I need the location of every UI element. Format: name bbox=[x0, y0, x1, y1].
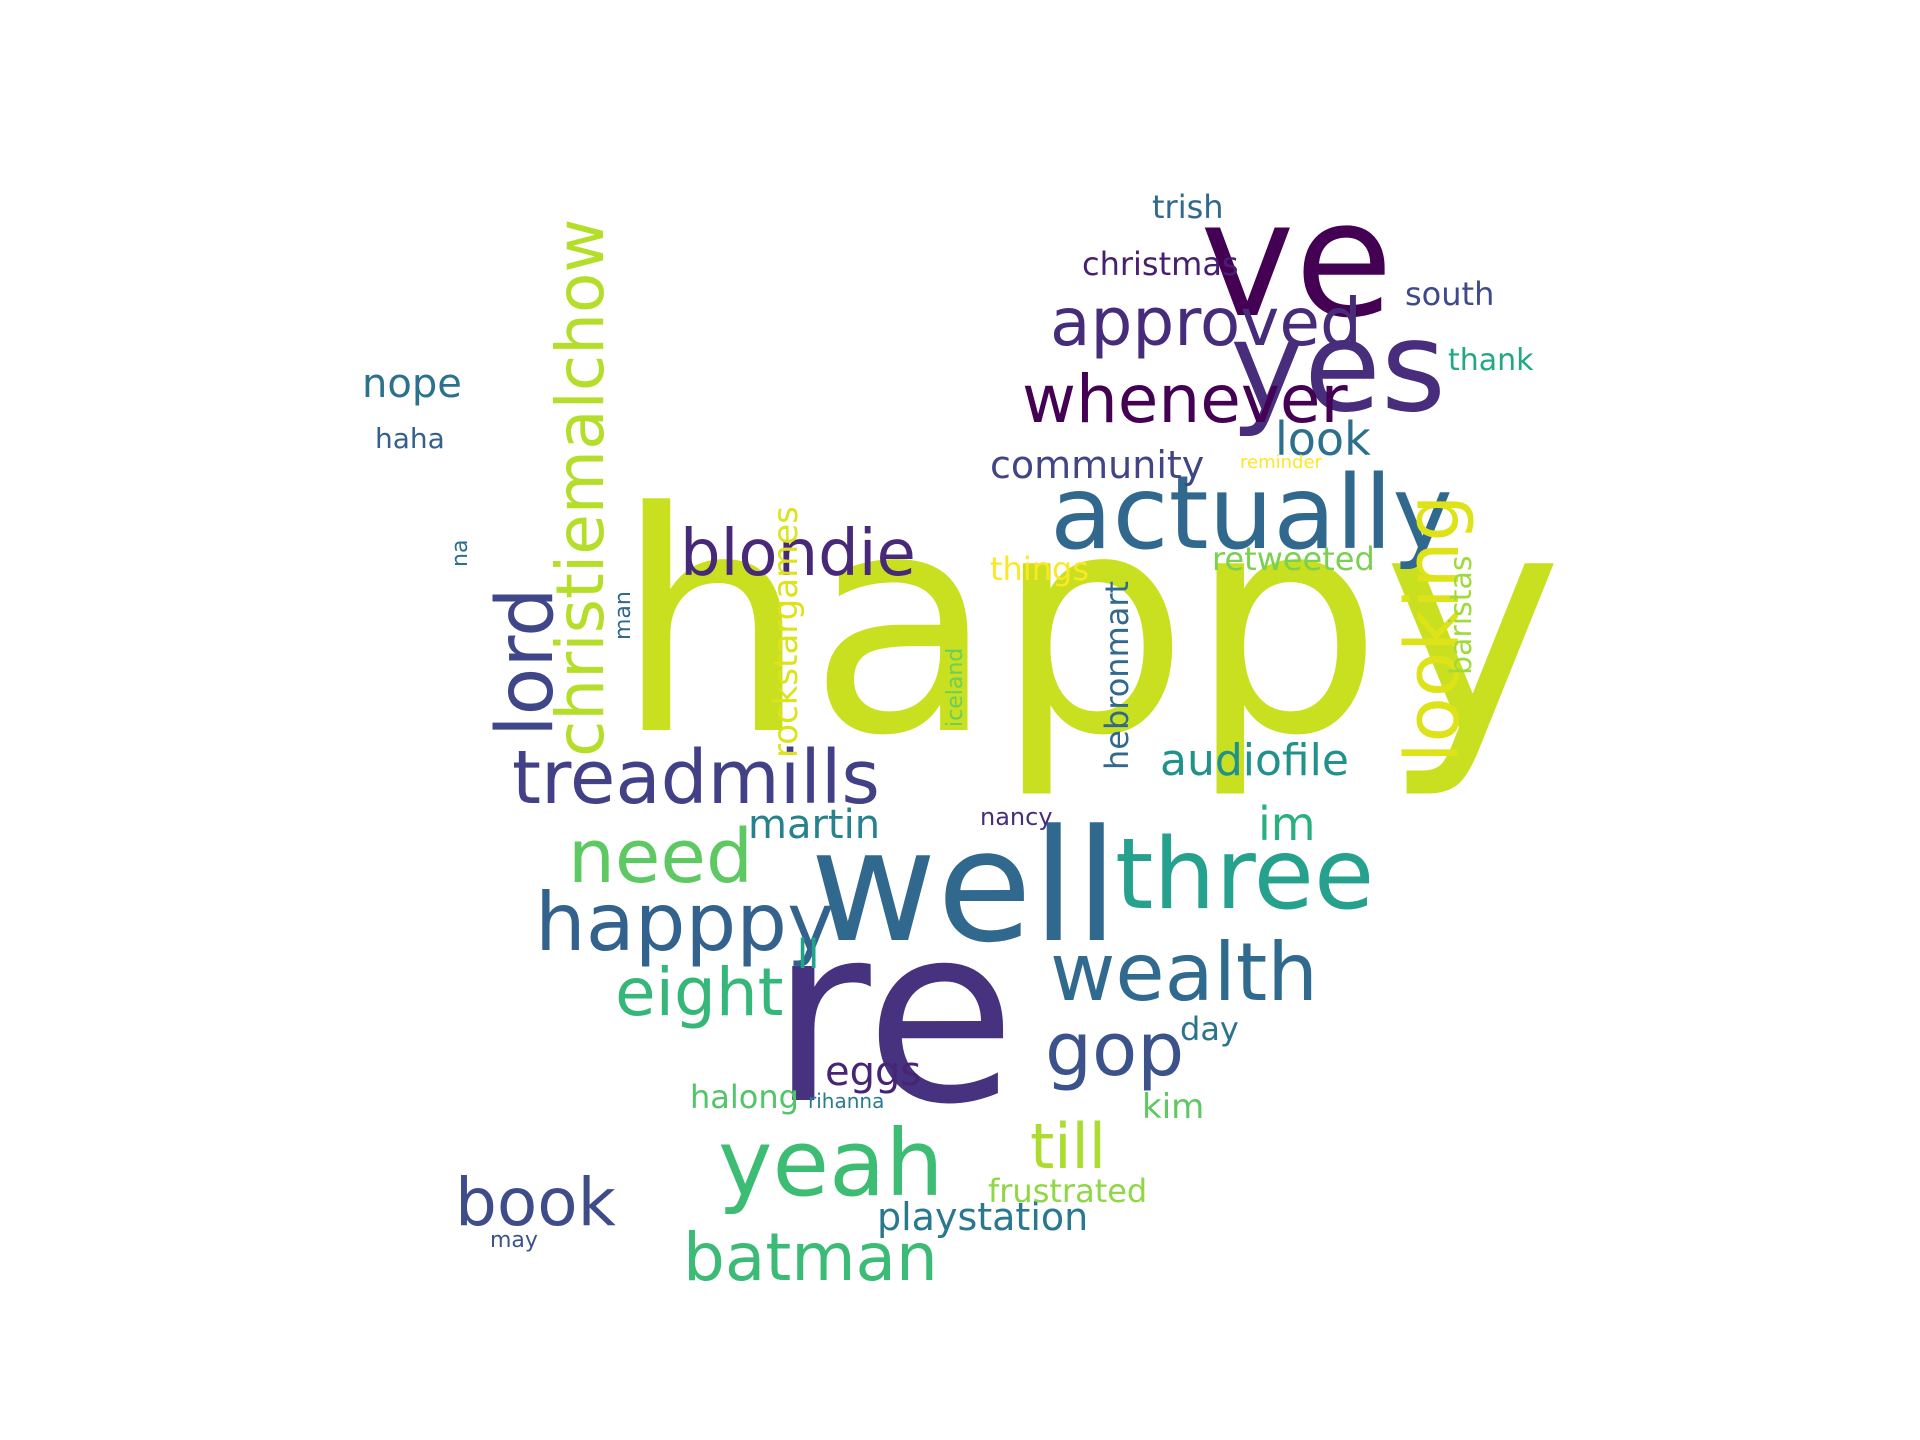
word-eight: whenever bbox=[1022, 361, 1349, 438]
word-christmas: ll bbox=[797, 932, 819, 978]
word-gop: gop bbox=[1045, 1007, 1184, 1093]
word-man: rihanna bbox=[808, 1089, 884, 1113]
word-happpy: happpy bbox=[535, 876, 834, 969]
word-actually: actually bbox=[1050, 454, 1453, 573]
word-three: three bbox=[1115, 818, 1374, 932]
word-book: approved bbox=[1050, 284, 1362, 361]
word-yes: yes bbox=[1230, 295, 1446, 440]
word-cloud-words: happy re ve well yes actually three yeah… bbox=[362, 166, 1563, 1296]
word-may: halong bbox=[690, 1078, 799, 1116]
word-ll: looking bbox=[1390, 495, 1476, 763]
word-batman: book bbox=[455, 1164, 617, 1241]
word-im: till bbox=[1030, 1110, 1106, 1183]
word-whenever: blondie bbox=[680, 517, 916, 591]
word-ve: ve bbox=[1200, 166, 1393, 353]
word-na: reminder bbox=[1240, 452, 1323, 473]
word-rockstargames: may bbox=[490, 1228, 538, 1253]
word-martin: im bbox=[1258, 797, 1316, 851]
word-look: batman bbox=[683, 1219, 938, 1296]
word-hebronmart: iceland bbox=[943, 648, 968, 727]
word-till: eight bbox=[615, 954, 784, 1031]
word-baristas: man bbox=[611, 591, 636, 640]
word-kim: playstation bbox=[877, 1195, 1088, 1239]
word-things: south bbox=[1405, 275, 1494, 313]
word-community: martin bbox=[748, 802, 880, 848]
word-trish: nope bbox=[362, 361, 462, 407]
word-playstation: retweeted bbox=[1212, 540, 1375, 578]
word-re: re bbox=[770, 873, 1016, 1158]
word-wealth: wealth bbox=[1050, 926, 1318, 1019]
word-day: eggs bbox=[825, 1049, 921, 1095]
word-need: need bbox=[568, 814, 753, 900]
word-nancy: day bbox=[1180, 1010, 1239, 1048]
word-thank: christmas bbox=[1082, 245, 1239, 283]
word-lord: baristas bbox=[1444, 555, 1479, 675]
word-haha: kim bbox=[1142, 1087, 1204, 1127]
word-eggs: thank bbox=[1448, 343, 1534, 378]
word-nope: audiofile bbox=[1160, 735, 1349, 786]
word-christiemalchow: nancy bbox=[980, 803, 1053, 831]
word-approved: christiemalchow bbox=[542, 219, 619, 757]
word-treadmills: treadmills bbox=[512, 735, 880, 821]
word-rihanna: rockstargames bbox=[766, 506, 806, 758]
word-audiofile: look bbox=[1275, 412, 1371, 466]
word-halong: frustrated bbox=[988, 1172, 1147, 1210]
word-blondie: lord bbox=[481, 587, 571, 737]
word-happy: happy bbox=[615, 447, 1563, 802]
word-retweeted: trish bbox=[1152, 188, 1224, 226]
word-yeah: yeah bbox=[718, 1110, 944, 1217]
word-well: well bbox=[810, 796, 1118, 977]
word-south: community bbox=[990, 443, 1204, 487]
word-iceland: na bbox=[448, 540, 473, 567]
word-reminder: hebronmart bbox=[1098, 581, 1136, 770]
word-looking: haha bbox=[375, 422, 445, 455]
word-frustrated: things bbox=[990, 550, 1089, 588]
